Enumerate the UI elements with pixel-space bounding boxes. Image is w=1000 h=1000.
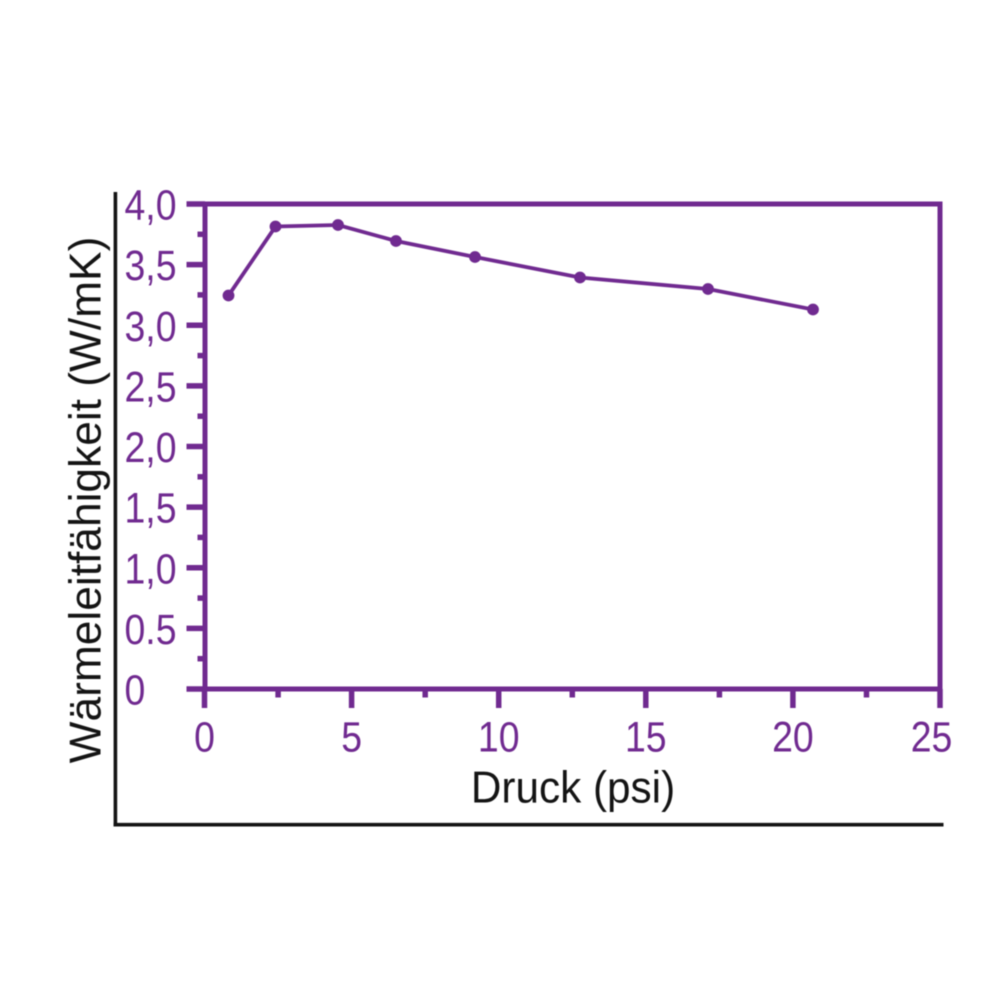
- svg-text:0: 0: [125, 666, 146, 714]
- svg-text:2,0: 2,0: [125, 424, 177, 472]
- svg-text:1,5: 1,5: [125, 484, 177, 532]
- svg-text:0: 0: [194, 713, 215, 761]
- svg-text:15: 15: [625, 713, 667, 761]
- svg-text:1,0: 1,0: [125, 545, 177, 593]
- svg-text:Druck (psi): Druck (psi): [471, 764, 675, 813]
- svg-text:2,5: 2,5: [125, 363, 177, 411]
- svg-text:4,0: 4,0: [125, 181, 177, 229]
- svg-text:10: 10: [478, 713, 520, 761]
- svg-text:Wärmeleitfähigkeit (W/mK): Wärmeleitfähigkeit (W/mK): [62, 237, 111, 764]
- svg-text:5: 5: [341, 713, 362, 761]
- svg-text:20: 20: [772, 713, 814, 761]
- svg-text:25: 25: [911, 713, 953, 761]
- svg-text:0.5: 0.5: [125, 605, 177, 653]
- svg-text:3,5: 3,5: [125, 242, 177, 290]
- svg-text:3,0: 3,0: [125, 302, 177, 350]
